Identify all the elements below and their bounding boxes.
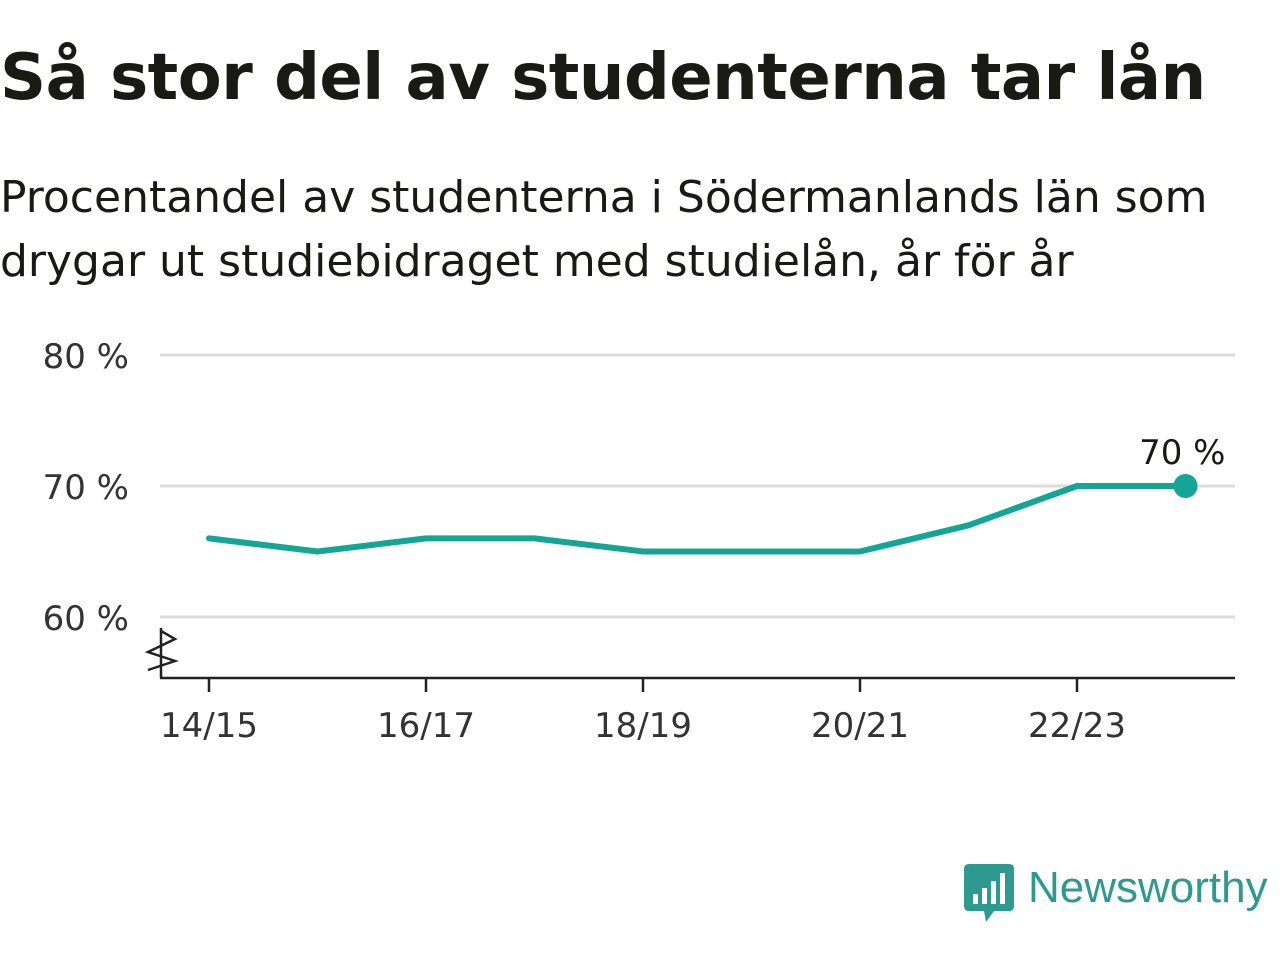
y-tick-label: 70 % [43, 468, 129, 508]
x-tick-label: 18/19 [594, 706, 692, 746]
x-tick-label: 16/17 [377, 706, 475, 746]
axis-break-marker [144, 629, 179, 672]
brand-name: Newsworthy [1028, 863, 1268, 912]
y-tick-label: 60 % [43, 599, 129, 639]
x-tick-label: 22/23 [1028, 706, 1126, 746]
brand-logo: Newsworthy [964, 864, 1268, 924]
bar-chart-speech-bubble-icon [964, 864, 1014, 922]
chart-title: Så stor del av studenterna tar lån [0, 41, 1206, 115]
y-tick-label: 80 % [43, 337, 129, 377]
x-tick-label: 20/21 [811, 706, 909, 746]
x-tick-label: 14/15 [160, 706, 258, 746]
chart-subtitle: Procentandel av studenterna i Södermanla… [0, 172, 1208, 287]
end-value-label: 70 % [1139, 433, 1225, 473]
end-point-marker [1173, 474, 1198, 498]
series-line [206, 483, 1189, 555]
